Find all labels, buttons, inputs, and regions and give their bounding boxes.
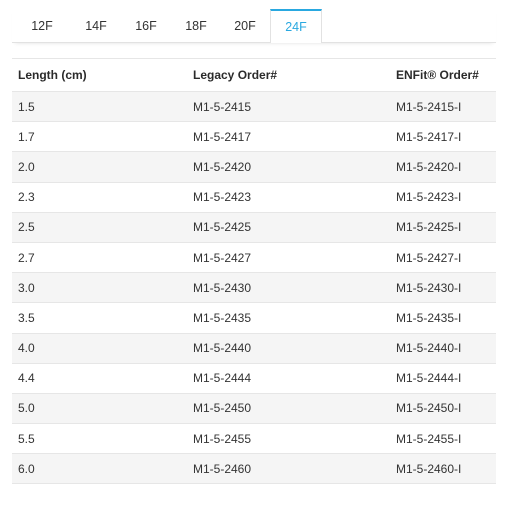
cell-legacy-order: M1-5-2455 (187, 423, 390, 455)
cell-enfit-order: M1-5-2450-I (390, 393, 496, 425)
table-row: 2.0 M1-5-2420 M1-5-2420-I (12, 151, 496, 183)
cell-enfit-order: M1-5-2417-I (390, 121, 496, 153)
tab-14f[interactable]: 14F (85, 19, 107, 33)
cell-legacy-order: M1-5-2415 (187, 91, 390, 123)
header-legacy-order: Legacy Order# (187, 58, 390, 92)
cell-enfit-order: M1-5-2440-I (390, 333, 496, 364)
table-row: 2.3 M1-5-2423 M1-5-2423-I (12, 182, 496, 213)
table-row: 4.0 M1-5-2440 M1-5-2440-I (12, 333, 496, 364)
cell-length: 3.0 (12, 272, 187, 304)
cell-enfit-order: M1-5-2425-I (390, 212, 496, 243)
cell-enfit-order: M1-5-2430-I (390, 272, 496, 304)
cell-length: 2.3 (12, 182, 187, 213)
cell-length: 1.5 (12, 91, 187, 123)
order-table: Length (cm) Legacy Order# ENFit® Order# … (12, 58, 496, 485)
cell-legacy-order: M1-5-2420 (187, 151, 390, 183)
cell-length: 4.0 (12, 333, 187, 364)
cell-legacy-order: M1-5-2427 (187, 242, 390, 274)
cell-length: 3.5 (12, 302, 187, 334)
cell-legacy-order: M1-5-2450 (187, 393, 390, 425)
cell-legacy-order: M1-5-2423 (187, 182, 390, 213)
cell-enfit-order: M1-5-2423-I (390, 182, 496, 213)
cell-legacy-order: M1-5-2460 (187, 453, 390, 485)
header-enfit-order: ENFit® Order# (390, 58, 496, 92)
cell-legacy-order: M1-5-2440 (187, 333, 390, 364)
cell-length: 2.7 (12, 242, 187, 274)
table-row: 6.0 M1-5-2460 M1-5-2460-I (12, 453, 496, 485)
table-row: 5.0 M1-5-2450 M1-5-2450-I (12, 393, 496, 425)
cell-legacy-order: M1-5-2430 (187, 272, 390, 304)
cell-enfit-order: M1-5-2455-I (390, 423, 496, 455)
cell-length: 2.5 (12, 212, 187, 243)
tab-18f[interactable]: 18F (185, 19, 207, 33)
table-row: 1.7 M1-5-2417 M1-5-2417-I (12, 121, 496, 153)
cell-legacy-order: M1-5-2444 (187, 363, 390, 394)
tab-24f[interactable]: 24F (270, 9, 322, 43)
tab-16f[interactable]: 16F (135, 19, 157, 33)
cell-length: 5.0 (12, 393, 187, 425)
table-row: 5.5 M1-5-2455 M1-5-2455-I (12, 423, 496, 455)
cell-enfit-order: M1-5-2460-I (390, 453, 496, 485)
cell-legacy-order: M1-5-2417 (187, 121, 390, 153)
cell-length: 1.7 (12, 121, 187, 153)
tab-20f[interactable]: 20F (234, 19, 256, 33)
table-row: 1.5 M1-5-2415 M1-5-2415-I (12, 91, 496, 123)
tab-12f[interactable]: 12F (31, 19, 53, 33)
cell-enfit-order: M1-5-2444-I (390, 363, 496, 394)
table-row: 3.0 M1-5-2430 M1-5-2430-I (12, 272, 496, 304)
cell-enfit-order: M1-5-2415-I (390, 91, 496, 123)
cell-enfit-order: M1-5-2435-I (390, 302, 496, 334)
table-row: 2.5 M1-5-2425 M1-5-2425-I (12, 212, 496, 243)
size-tabs: 12F 14F 16F 18F 20F 24F (12, 8, 496, 43)
cell-length: 5.5 (12, 423, 187, 455)
cell-legacy-order: M1-5-2425 (187, 212, 390, 243)
cell-enfit-order: M1-5-2420-I (390, 151, 496, 183)
header-length: Length (cm) (12, 58, 187, 92)
cell-length: 2.0 (12, 151, 187, 183)
table-row: 2.7 M1-5-2427 M1-5-2427-I (12, 242, 496, 274)
cell-legacy-order: M1-5-2435 (187, 302, 390, 334)
table-header-row: Length (cm) Legacy Order# ENFit® Order# (12, 58, 496, 92)
table-row: 3.5 M1-5-2435 M1-5-2435-I (12, 302, 496, 334)
cell-length: 4.4 (12, 363, 187, 394)
cell-enfit-order: M1-5-2427-I (390, 242, 496, 274)
cell-length: 6.0 (12, 453, 187, 485)
table-row: 4.4 M1-5-2444 M1-5-2444-I (12, 363, 496, 394)
